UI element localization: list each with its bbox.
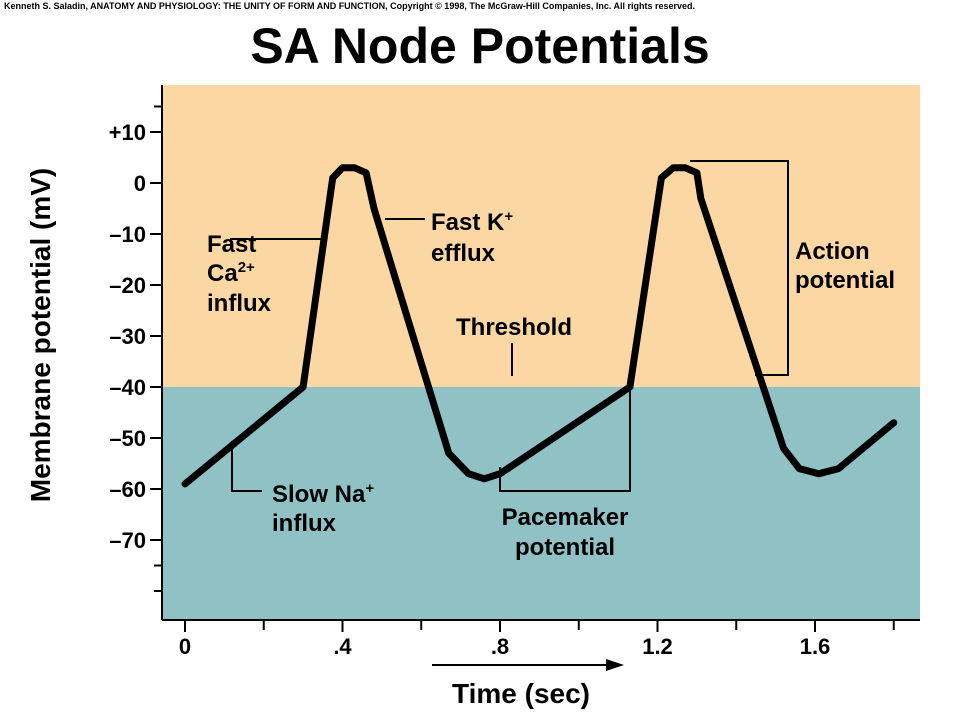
slow-na-charge: + bbox=[365, 480, 374, 497]
fast-ca-label-line3: influx bbox=[207, 290, 272, 317]
copyright-credit: Kenneth S. Saladin, ANATOMY AND PHYSIOLO… bbox=[4, 1, 695, 11]
fast-k-label-line2: efflux bbox=[431, 240, 496, 267]
fast-ca-label-line1: Fast bbox=[207, 231, 256, 258]
y-tick-label: 0 bbox=[134, 171, 146, 196]
y-tick-label: –10 bbox=[109, 222, 146, 247]
action-potential-bracket bbox=[690, 160, 789, 376]
axes: +10 0 –10 –20 –30 –40 –50 –60 –70 0 .4 .8 1.2 1.6 bbox=[109, 85, 920, 659]
x-tick-label: 1.6 bbox=[800, 634, 831, 659]
action-potential-label-line1: Action bbox=[795, 238, 870, 265]
y-tick-label: –20 bbox=[109, 273, 146, 298]
y-ticks: +10 0 –10 –20 –30 –40 –50 –60 –70 bbox=[109, 105, 162, 592]
chart-title: SA Node Potentials bbox=[250, 18, 709, 74]
slow-na-ion: Slow Na bbox=[272, 481, 366, 508]
x-tick-label: .4 bbox=[333, 634, 352, 659]
y-tick-label: –50 bbox=[109, 426, 146, 451]
x-tick-label: 1.2 bbox=[642, 634, 673, 659]
y-tick-label: –40 bbox=[109, 375, 146, 400]
y-axis-label: Membrane potential (mV) bbox=[25, 168, 56, 502]
x-ticks: 0 .4 .8 1.2 1.6 bbox=[179, 620, 895, 659]
fast-k-charge: + bbox=[504, 208, 513, 225]
slow-na-label-line1: Slow Na+ bbox=[272, 480, 374, 508]
y-tick-label: +10 bbox=[109, 120, 146, 145]
na-leader-line bbox=[231, 441, 262, 492]
x-axis-label: Time (sec) bbox=[452, 678, 590, 709]
time-arrow-head bbox=[606, 659, 624, 671]
membrane-potential-trace bbox=[181, 164, 898, 488]
fast-ca-charge: 2+ bbox=[238, 259, 255, 276]
x-tick-label: 0 bbox=[179, 634, 191, 659]
threshold-label: Threshold bbox=[456, 314, 572, 341]
y-tick-label: –70 bbox=[109, 528, 146, 553]
slow-na-label-line2: influx bbox=[272, 510, 337, 537]
fast-ca-ion: Ca bbox=[207, 260, 238, 287]
y-tick-label: –30 bbox=[109, 324, 146, 349]
action-potential-label-line2: potential bbox=[795, 267, 895, 294]
x-tick-label: .8 bbox=[491, 634, 509, 659]
pacemaker-label-line1: Pacemaker bbox=[502, 504, 629, 531]
pacemaker-bracket bbox=[499, 376, 631, 492]
annotation-leader-lines bbox=[230, 160, 789, 492]
y-tick-label: –60 bbox=[109, 477, 146, 502]
fast-k-ion: Fast K bbox=[431, 209, 505, 236]
fast-k-label-line1: Fast K+ bbox=[431, 208, 513, 236]
above-threshold-region bbox=[162, 85, 920, 387]
below-threshold-region bbox=[162, 387, 920, 620]
fast-ca-label-line2: Ca2+ bbox=[207, 259, 255, 287]
pacemaker-label-line2: potential bbox=[515, 534, 615, 561]
time-arrow bbox=[432, 659, 624, 671]
